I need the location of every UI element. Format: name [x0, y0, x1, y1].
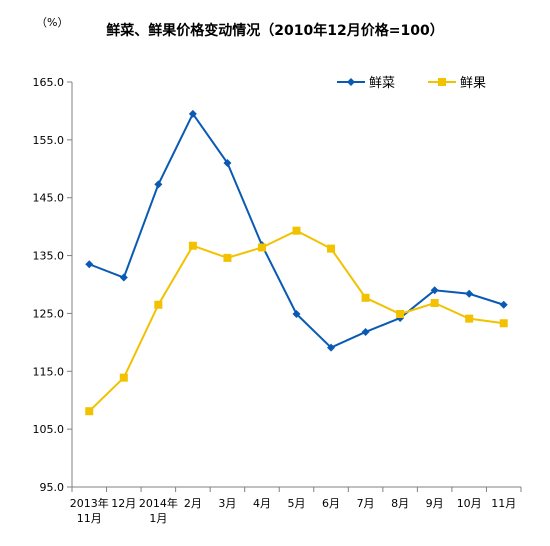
data-point	[188, 241, 197, 250]
y-tick-label: 115.0	[33, 365, 65, 378]
data-point	[396, 310, 405, 319]
series-1	[85, 226, 508, 416]
x-ticks: 2013年 11月 12月 2014年 1月 2月 3月 4月 5月 6月 7月 8月 9月 10月 11月	[70, 487, 522, 525]
y-tick-label: 145.0	[33, 192, 65, 205]
y-tick-label: 125.0	[33, 307, 65, 320]
x-tick-label: 12月	[111, 497, 136, 510]
data-point	[361, 327, 370, 336]
data-point	[499, 319, 508, 328]
y-ticks: 95.0 105.0 115.0 125.0 135.0 145.0 155.0 165.0	[33, 76, 72, 494]
legend-marker	[438, 78, 446, 86]
chart-title: 鲜菜、鲜果价格变动情况（2010年12月价格=100）	[106, 23, 444, 39]
y-axis-unit: （%）	[36, 16, 69, 29]
x-tick-label: 9月	[426, 497, 444, 510]
data-point	[361, 293, 370, 302]
x-tick-label: 8月	[391, 497, 409, 510]
legend-label: 鲜菜	[369, 76, 395, 91]
x-tick-label: 4月	[253, 497, 271, 510]
series-line	[88, 229, 504, 412]
data-point	[292, 226, 301, 235]
data-point	[327, 343, 336, 352]
data-point	[154, 180, 163, 189]
data-point	[465, 314, 474, 323]
x-tick-label: 3月	[218, 497, 236, 510]
data-point	[85, 407, 94, 416]
legend-item: 鲜果	[428, 76, 486, 91]
data-point	[430, 286, 439, 295]
data-point	[499, 300, 508, 309]
data-point	[223, 159, 232, 167]
data-point	[119, 273, 128, 282]
data-point	[119, 373, 128, 382]
data-point	[85, 260, 94, 269]
x-tick-label: 2014年	[139, 496, 178, 510]
data-point	[257, 243, 266, 252]
legend-item: 鲜菜	[337, 76, 395, 91]
legend: 鲜菜 鲜果	[337, 76, 486, 91]
x-tick-label: 5月	[288, 497, 306, 510]
data-point	[465, 289, 474, 298]
series-layer	[85, 109, 508, 416]
data-point	[292, 310, 301, 319]
y-tick-label: 165.0	[33, 76, 65, 89]
x-tick-label: 10月	[457, 497, 482, 510]
y-tick-label: 155.0	[33, 134, 65, 147]
y-tick-label: 105.0	[33, 423, 65, 436]
y-tick-label: 95.0	[40, 481, 65, 494]
x-tick-label: 7月	[357, 497, 375, 510]
data-point	[154, 300, 163, 309]
x-tick-label: 11月	[491, 497, 516, 510]
x-tick-label: 2013年	[70, 496, 109, 510]
x-tick-label: 1月	[149, 512, 167, 525]
legend-label: 鲜果	[460, 76, 486, 91]
data-point	[223, 253, 232, 262]
y-tick-label: 135.0	[33, 250, 65, 263]
data-point	[188, 109, 197, 118]
data-point	[430, 299, 439, 308]
x-tick-label: 6月	[322, 497, 340, 510]
x-tick-label: 11月	[77, 512, 102, 525]
legend-marker	[347, 78, 355, 86]
x-tick-label: 2月	[184, 497, 202, 510]
data-point	[327, 244, 336, 253]
